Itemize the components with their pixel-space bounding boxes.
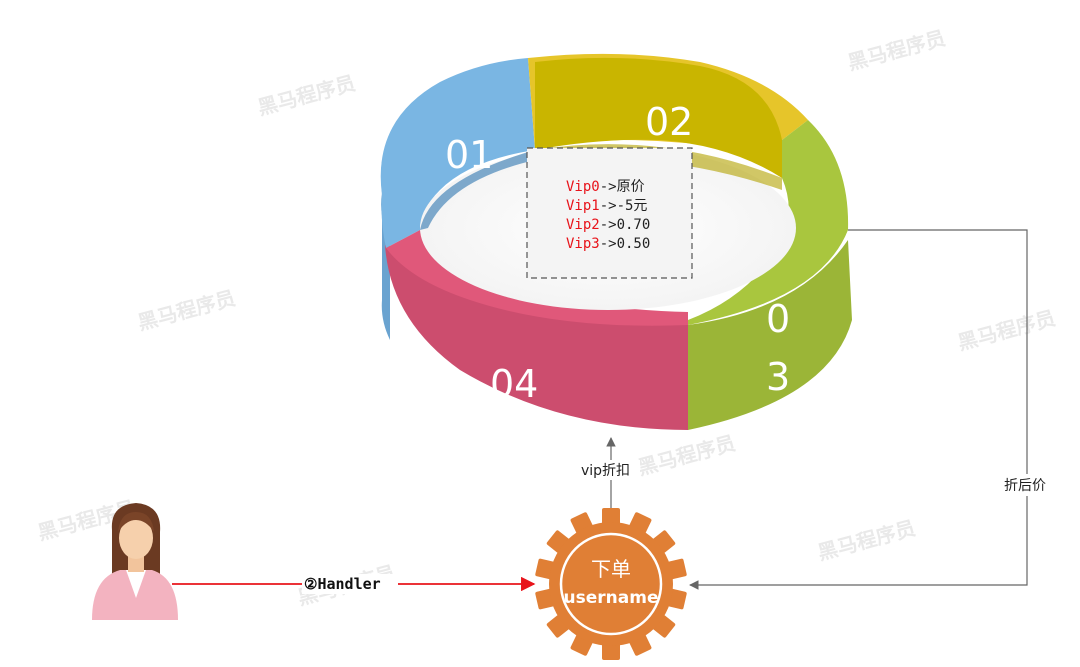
watermark: 黑马程序员: [815, 516, 918, 565]
ring-segment-03-top: [688, 120, 849, 325]
user-person-icon: [92, 503, 178, 620]
discount-box: Vip0->原价 Vip1->-5元 Vip2->0.70 Vip3->0.50: [526, 147, 693, 279]
edge-discounted-price: 折后价: [689, 229, 1052, 590]
watermark: 黑马程序员: [845, 26, 948, 75]
ring-segment-03-side: [688, 240, 852, 430]
edge-handler-label: ②Handler: [304, 575, 381, 593]
watermark: 黑马程序员: [135, 286, 238, 335]
discount-line: Vip3->0.50: [566, 236, 650, 252]
edge-handler: ②Handler: [172, 574, 536, 594]
watermark: 黑马程序员: [955, 306, 1058, 355]
edge-discounted-price-label: 折后价: [1004, 478, 1046, 494]
ring-inner-wall-01: [420, 150, 535, 230]
ring-segment-04-top: [386, 230, 688, 326]
gear-username: username: [564, 588, 659, 608]
discount-line: Vip0->原价: [566, 179, 645, 195]
ring-segment-01-label: 01: [445, 133, 493, 177]
gear-title: 下单: [591, 557, 631, 581]
gear: 下单 username: [535, 508, 687, 660]
ring-segment-02-label: 02: [645, 100, 693, 144]
ring-segment-03-label-1: 0: [766, 297, 790, 341]
ring-segment-02-inner: [535, 57, 782, 178]
edge-vip-discount: vip折扣: [578, 437, 640, 510]
watermark: 黑马程序员: [255, 71, 358, 120]
watermark: 黑马程序员: [635, 431, 738, 480]
discount-line: Vip1->-5元: [566, 198, 647, 214]
edge-vip-discount-label: vip折扣: [581, 463, 630, 479]
ring-segment-04-label: 04: [490, 362, 538, 406]
ring: 01 02 0 3 04: [380, 53, 852, 430]
ring-segment-01-top: [380, 58, 535, 248]
ring-segment-03-label-2: 3: [766, 355, 790, 399]
discount-line: Vip2->0.70: [566, 217, 650, 233]
